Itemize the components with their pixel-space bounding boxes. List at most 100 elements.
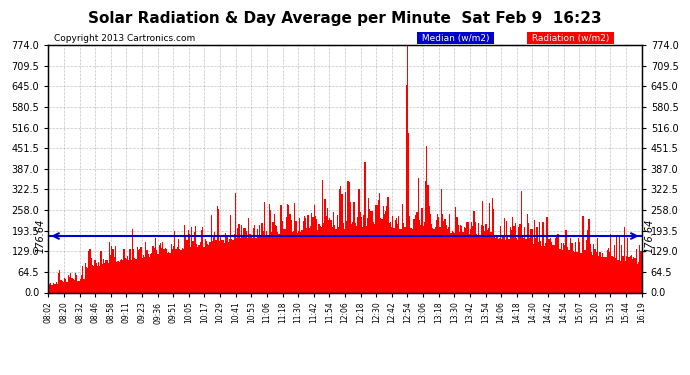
Bar bbox=[400, 229, 401, 292]
Bar bbox=[210, 216, 212, 292]
Bar bbox=[414, 219, 415, 292]
Bar bbox=[302, 230, 303, 292]
Bar bbox=[55, 284, 56, 292]
Bar bbox=[597, 237, 598, 292]
Bar bbox=[328, 220, 329, 292]
Bar bbox=[157, 254, 159, 292]
Bar bbox=[282, 222, 283, 292]
Bar bbox=[419, 220, 420, 292]
Bar bbox=[161, 248, 162, 292]
Bar bbox=[541, 246, 542, 292]
Bar bbox=[98, 262, 99, 292]
Bar bbox=[550, 238, 551, 292]
Bar bbox=[86, 267, 87, 292]
Bar bbox=[286, 217, 287, 292]
Bar bbox=[204, 239, 206, 292]
Bar bbox=[262, 223, 263, 292]
Bar bbox=[186, 240, 188, 292]
Bar bbox=[185, 235, 186, 292]
Bar bbox=[278, 234, 279, 292]
Bar bbox=[613, 257, 614, 292]
Bar bbox=[199, 242, 201, 292]
Bar bbox=[276, 226, 277, 292]
Bar bbox=[334, 225, 335, 292]
Bar bbox=[75, 273, 76, 292]
Bar bbox=[108, 263, 109, 292]
Bar bbox=[155, 238, 156, 292]
Bar bbox=[457, 225, 459, 292]
Bar bbox=[415, 216, 417, 292]
Bar bbox=[528, 223, 529, 292]
Bar bbox=[633, 257, 634, 292]
Bar bbox=[61, 281, 63, 292]
Bar bbox=[303, 222, 304, 292]
Bar bbox=[359, 211, 361, 292]
Bar bbox=[252, 238, 253, 292]
Bar bbox=[618, 260, 619, 292]
Bar bbox=[95, 263, 97, 292]
Bar bbox=[201, 230, 202, 292]
Bar bbox=[103, 259, 104, 292]
Bar bbox=[408, 133, 409, 292]
Bar bbox=[398, 216, 400, 292]
Bar bbox=[500, 226, 501, 292]
Bar bbox=[587, 230, 589, 292]
Bar bbox=[217, 206, 218, 292]
Bar bbox=[497, 239, 499, 292]
Bar bbox=[560, 243, 562, 292]
Bar bbox=[114, 258, 115, 292]
Bar bbox=[571, 243, 573, 292]
Bar bbox=[384, 213, 385, 292]
Bar bbox=[369, 209, 371, 292]
Bar bbox=[179, 249, 180, 292]
Bar bbox=[63, 282, 64, 292]
Bar bbox=[481, 225, 482, 292]
Bar bbox=[510, 227, 511, 292]
Bar bbox=[221, 240, 223, 292]
Bar bbox=[310, 226, 311, 292]
Bar bbox=[460, 225, 461, 292]
Bar bbox=[177, 247, 178, 292]
Bar bbox=[143, 255, 144, 292]
Bar bbox=[579, 242, 580, 292]
Bar bbox=[120, 260, 121, 292]
Bar bbox=[406, 85, 407, 292]
Bar bbox=[237, 228, 239, 292]
Bar bbox=[271, 232, 273, 292]
Bar bbox=[432, 228, 433, 292]
Bar bbox=[387, 197, 388, 292]
Bar bbox=[614, 245, 615, 292]
Bar bbox=[582, 216, 584, 292]
Bar bbox=[214, 232, 215, 292]
Bar bbox=[294, 202, 295, 292]
Bar bbox=[564, 245, 565, 292]
Bar bbox=[209, 242, 210, 292]
Bar bbox=[253, 228, 254, 292]
Bar bbox=[590, 243, 591, 292]
Bar bbox=[555, 235, 557, 292]
Bar bbox=[258, 235, 259, 292]
Bar bbox=[547, 217, 549, 292]
Bar bbox=[442, 214, 443, 292]
Bar bbox=[420, 225, 422, 292]
Bar bbox=[563, 243, 564, 292]
Bar bbox=[507, 237, 509, 292]
Bar bbox=[208, 245, 209, 292]
Bar bbox=[361, 216, 362, 292]
Bar bbox=[488, 228, 489, 292]
Bar bbox=[180, 251, 181, 292]
Bar bbox=[109, 242, 110, 292]
Bar bbox=[375, 205, 377, 292]
Bar bbox=[268, 204, 270, 292]
Bar bbox=[482, 201, 483, 292]
Bar bbox=[323, 224, 324, 292]
Bar bbox=[551, 242, 552, 292]
Bar bbox=[116, 262, 117, 292]
Bar bbox=[619, 236, 620, 292]
Bar bbox=[111, 246, 112, 292]
Bar bbox=[350, 202, 351, 292]
Bar bbox=[311, 213, 313, 292]
Bar bbox=[574, 252, 575, 292]
Bar bbox=[578, 238, 579, 292]
Bar bbox=[215, 240, 217, 292]
